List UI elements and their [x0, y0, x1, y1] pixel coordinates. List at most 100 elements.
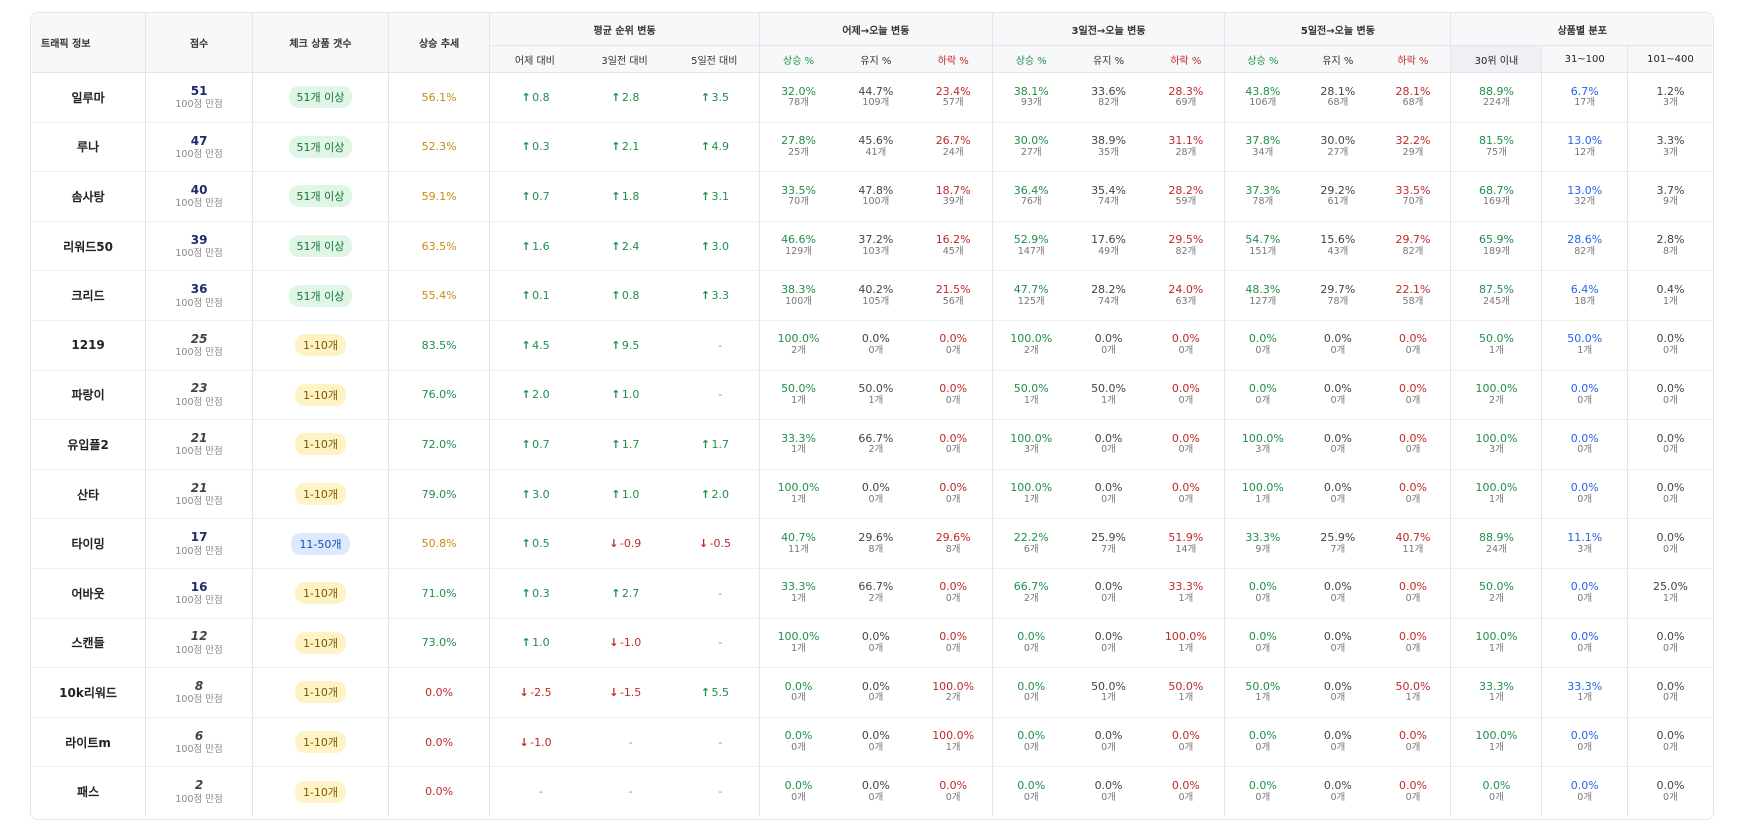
- table-row[interactable]: 타이밍 17 100점 만점 11-50개 50.8% ↑0.5 ↓-0.9 ↓-0.5 40.…: [31, 518, 1713, 569]
- distribution-pct: 0.0%: [1570, 630, 1599, 644]
- table-row[interactable]: 크리드 36 100점 만점 51개 이상 55.4% ↑0.1 ↑0.8 ↑3.3 38.3%…: [31, 270, 1713, 321]
- change-cell: 50.0% 1개: [1147, 667, 1226, 718]
- change-cell: 40.7% 11개: [759, 518, 838, 569]
- header-5d-down[interactable]: 하락 %: [1375, 45, 1452, 73]
- traffic-name[interactable]: 스캔들: [71, 636, 105, 651]
- distribution-count: 0개: [1577, 642, 1593, 654]
- traffic-name[interactable]: 타이밍: [71, 537, 105, 552]
- header-y-keep[interactable]: 유지 %: [837, 45, 915, 73]
- score-cell: 21 100점 만점: [145, 419, 253, 470]
- table-row[interactable]: 파랑이 23 100점 만점 1-10개 76.0% ↑2.0 ↑1.0-50.0% 1개 50…: [31, 370, 1713, 421]
- distribution-cell: 3.3% 3개: [1627, 122, 1713, 173]
- change-cell: 0.0% 0개: [1224, 320, 1301, 371]
- distribution-cell: 0.0% 0개: [1627, 717, 1713, 768]
- change-count: 0개: [1330, 493, 1346, 505]
- traffic-name[interactable]: 1219: [71, 338, 105, 353]
- change-cell: 30.0% 27개: [1300, 122, 1376, 173]
- change-pct: 50.0%: [858, 382, 894, 396]
- header-3d-down[interactable]: 하락 %: [1147, 45, 1226, 73]
- change-cell: 0.0% 0개: [914, 469, 993, 520]
- rank-change-cell: ↑2.0: [669, 469, 761, 520]
- change-count: 0개: [791, 741, 806, 753]
- distribution-count: 245개: [1483, 295, 1510, 307]
- change-cell: 100.0% 1개: [759, 469, 838, 520]
- change-cell: 0.0% 0개: [759, 717, 838, 768]
- header-check-count[interactable]: 체크 상품 갯수: [252, 13, 390, 73]
- table-row[interactable]: 라이트m 6 100점 만점 1-10개 0.0% ↓-1.0- -0.0% 0개 0.0% 0개…: [31, 717, 1713, 768]
- distribution-cell: 1.2% 3개: [1627, 72, 1713, 123]
- traffic-name[interactable]: 유입플2: [67, 437, 109, 452]
- traffic-name[interactable]: 크리드: [71, 289, 105, 304]
- change-pct: 0.0%: [1323, 679, 1352, 693]
- traffic-name[interactable]: 파랑이: [71, 388, 105, 403]
- header-y-down[interactable]: 하락 %: [914, 45, 993, 73]
- change-pct: 0.0%: [1094, 332, 1123, 346]
- change-cell: 51.9% 14개: [1147, 518, 1226, 569]
- change-cell: 0.0% 0개: [1147, 469, 1226, 520]
- change-count: 103개: [862, 245, 890, 257]
- table-row[interactable]: 산타 21 100점 만점 1-10개 79.0% ↑3.0 ↑1.0 ↑2.0 100.0% 1…: [31, 469, 1713, 520]
- change-cell: 0.0% 0개: [837, 767, 915, 817]
- arrow-up-icon: ↑: [611, 289, 621, 303]
- table-row[interactable]: 일루마 51 100점 만점 51개 이상 56.1% ↑0.8 ↑2.8 ↑3.5 32.0%…: [31, 72, 1713, 123]
- header-trend[interactable]: 상승 추세: [388, 13, 491, 73]
- table-row[interactable]: 루나 47 100점 만점 51개 이상 52.3% ↑0.3 ↑2.1 ↑4.9 27.8% 2…: [31, 122, 1713, 173]
- traffic-name[interactable]: 10k리워드: [59, 685, 117, 700]
- traffic-name[interactable]: 일루마: [71, 90, 105, 105]
- change-count: 0개: [1330, 741, 1346, 753]
- traffic-name[interactable]: 리워드50: [63, 239, 113, 254]
- change-count: 2개: [868, 593, 884, 605]
- change-pct: 33.3%: [1168, 580, 1204, 594]
- traffic-name[interactable]: 어바웃: [71, 586, 105, 601]
- traffic-name[interactable]: 솜사탕: [71, 189, 105, 204]
- change-count: 0개: [1330, 444, 1346, 456]
- change-count: 3개: [1255, 444, 1271, 456]
- change-cell: 36.4% 76개: [992, 171, 1070, 222]
- table-row[interactable]: 유입플2 21 100점 만점 1-10개 72.0% ↑0.7 ↑1.7 ↑1.7 33.3%…: [31, 419, 1713, 470]
- header-5d-up[interactable]: 상승 %: [1224, 45, 1301, 73]
- header-3d-up[interactable]: 상승 %: [992, 45, 1070, 73]
- table-row[interactable]: 10k리워드 8 100점 만점 1-10개 0.0% ↓-2.5 ↓-1.5 ↑5.5 0.0…: [31, 667, 1713, 718]
- distribution-count: 1개: [1489, 642, 1504, 654]
- change-pct: 50.0%: [1091, 382, 1127, 396]
- table-row[interactable]: 패스 2 100점 만점 1-10개 0.0% - - -0.0% 0개 0.0% 0개 0.0% 0개…: [31, 766, 1713, 817]
- header-y-up[interactable]: 상승 %: [759, 45, 838, 73]
- table-row[interactable]: 어바웃 16 100점 만점 1-10개 71.0% ↑0.3 ↑2.7-33.3% 1개 66…: [31, 568, 1713, 619]
- rank-change-value: 0.7: [532, 189, 550, 203]
- change-count: 0개: [1178, 741, 1194, 753]
- check-count-badge: 1-10개: [294, 780, 347, 803]
- table-row[interactable]: 리워드50 39 100점 만점 51개 이상 63.5% ↑1.6 ↑2.4 ↑3.0 46.…: [31, 221, 1713, 272]
- table-row[interactable]: 스캔들 12 100점 만점 1-10개 73.0% ↑1.0 ↓-1.0-100.0% 1개…: [31, 618, 1713, 669]
- traffic-name[interactable]: 루나: [77, 140, 100, 155]
- traffic-name[interactable]: 패스: [77, 785, 100, 800]
- header-vs-yesterday[interactable]: 어제 대비: [489, 45, 580, 73]
- change-pct: 27.8%: [781, 134, 817, 148]
- change-count: 0개: [1255, 741, 1271, 753]
- header-vs-3day[interactable]: 3일전 대비: [579, 45, 670, 73]
- header-dist-101-400[interactable]: 101~400: [1627, 45, 1713, 73]
- trend-value: 79.0%: [388, 469, 491, 520]
- table-row[interactable]: 솜사탕 40 100점 만점 51개 이상 59.1% ↑0.7 ↑1.8 ↑3.1 33.5%…: [31, 171, 1713, 222]
- score-max: 100점 만점: [175, 148, 223, 160]
- change-count: 2개: [945, 692, 961, 704]
- rank-change-cell: ↑1.0: [579, 370, 670, 421]
- table-row[interactable]: 1219 25 100점 만점 1-10개 83.5% ↑4.5 ↑9.5-100.0% 2개…: [31, 320, 1713, 371]
- traffic-name[interactable]: 산타: [77, 487, 100, 502]
- change-count: 1개: [868, 394, 884, 406]
- header-5d-keep[interactable]: 유지 %: [1300, 45, 1376, 73]
- trend-value: 0.0%: [388, 766, 491, 817]
- header-vs-5day[interactable]: 5일전 대비: [669, 45, 761, 73]
- check-count-cell: 1-10개: [252, 717, 390, 768]
- header-traffic[interactable]: 트래픽 정보: [31, 13, 147, 73]
- change-cell: 66.7% 2개: [837, 419, 915, 470]
- change-count: 25개: [788, 146, 809, 158]
- check-count-badge: 1-10개: [294, 383, 347, 406]
- header-dist-30[interactable]: 30위 이내: [1450, 45, 1543, 73]
- traffic-name[interactable]: 라이트m: [65, 735, 111, 750]
- header-3d-keep[interactable]: 유지 %: [1069, 45, 1148, 73]
- distribution-pct: 28.6%: [1567, 233, 1603, 247]
- arrow-up-icon: ↑: [611, 239, 621, 253]
- arrow-down-icon: ↓: [609, 685, 619, 699]
- header-score[interactable]: 점수: [145, 13, 253, 73]
- header-dist-31-100[interactable]: 31~100: [1541, 45, 1628, 73]
